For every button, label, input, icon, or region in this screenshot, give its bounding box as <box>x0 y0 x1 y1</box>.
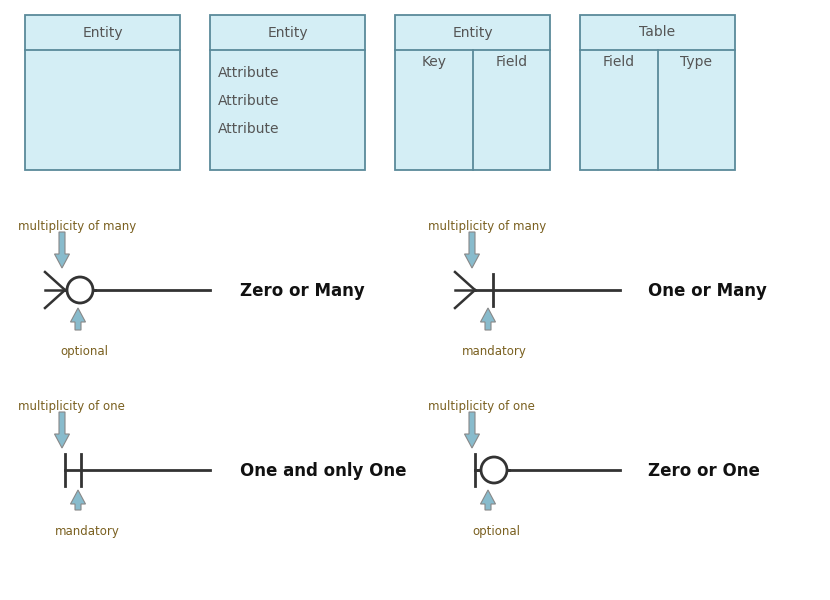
Text: Entity: Entity <box>452 25 493 40</box>
Text: multiplicity of many: multiplicity of many <box>428 220 546 233</box>
Text: Field: Field <box>496 55 527 69</box>
Text: One or Many: One or Many <box>648 282 767 300</box>
Text: Zero or Many: Zero or Many <box>240 282 364 300</box>
Text: optional: optional <box>60 345 108 358</box>
Text: Entity: Entity <box>82 25 123 40</box>
Circle shape <box>67 277 93 303</box>
Bar <box>25 15 180 170</box>
Text: Key: Key <box>422 55 447 69</box>
Text: mandatory: mandatory <box>55 525 120 538</box>
Text: multiplicity of one: multiplicity of one <box>428 400 535 413</box>
FancyArrow shape <box>465 412 480 448</box>
FancyArrow shape <box>55 412 70 448</box>
Text: Type: Type <box>681 55 712 69</box>
Bar <box>210 15 365 170</box>
Text: Entity: Entity <box>267 25 308 40</box>
Text: One and only One: One and only One <box>240 462 407 480</box>
FancyArrow shape <box>55 232 70 268</box>
Text: Attribute: Attribute <box>218 122 280 136</box>
Text: mandatory: mandatory <box>462 345 527 358</box>
FancyArrow shape <box>481 308 496 330</box>
FancyArrow shape <box>71 308 85 330</box>
Text: Attribute: Attribute <box>218 94 280 108</box>
Text: multiplicity of one: multiplicity of one <box>18 400 124 413</box>
Text: Field: Field <box>603 55 635 69</box>
Circle shape <box>481 457 507 483</box>
FancyArrow shape <box>481 490 496 510</box>
Bar <box>395 15 550 170</box>
Text: Table: Table <box>639 25 676 40</box>
Text: optional: optional <box>472 525 520 538</box>
Text: Attribute: Attribute <box>218 66 280 80</box>
FancyArrow shape <box>465 232 480 268</box>
Text: multiplicity of many: multiplicity of many <box>18 220 136 233</box>
Text: Zero or One: Zero or One <box>648 462 760 480</box>
FancyArrow shape <box>71 490 85 510</box>
Bar <box>580 15 735 170</box>
